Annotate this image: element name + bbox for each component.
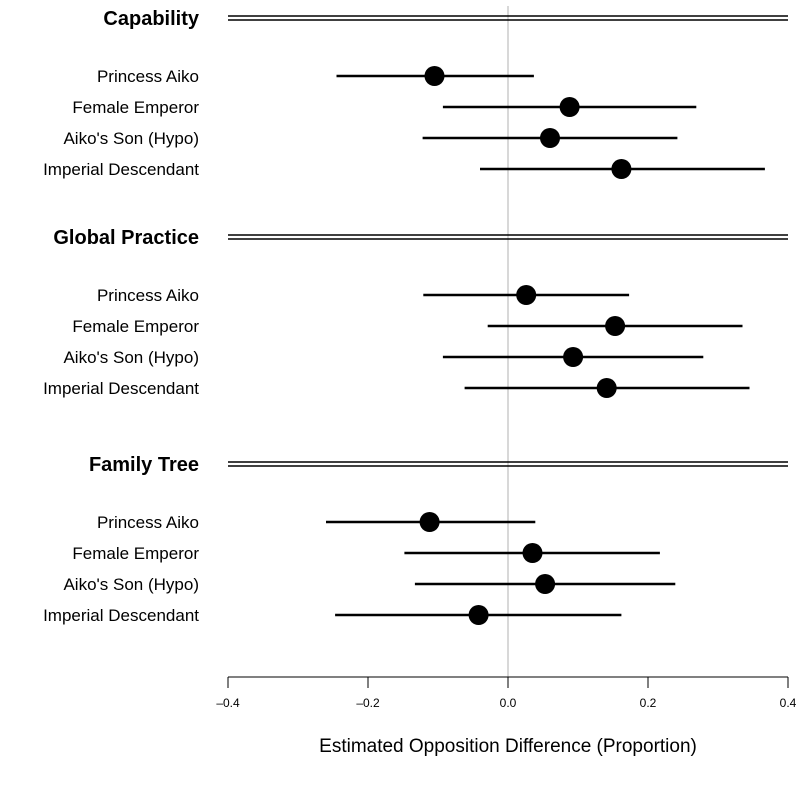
group-title: Global Practice [53, 227, 199, 249]
row-label: Female Emperor [72, 544, 199, 563]
row-label: Imperial Descendant [43, 160, 199, 179]
x-axis-title: Estimated Opposition Difference (Proport… [319, 736, 697, 757]
point-estimate [605, 316, 626, 336]
point-estimate [563, 347, 584, 367]
row-label: Aiko's Son (Hypo) [63, 348, 199, 367]
group-family-tree: Family Tree Princess Aiko Female Emperor Ai… [43, 454, 788, 625]
point-estimate [419, 512, 440, 532]
x-tick-label: 0.4 [780, 696, 797, 710]
point-estimate [424, 66, 445, 86]
group-global-practice: Global Practice Princess Aiko Female Emper… [43, 227, 788, 398]
x-tick-label: –0.4 [216, 696, 240, 710]
group-title: Family Tree [89, 454, 199, 476]
x-axis: –0.4 –0.2 0.0 0.2 0.4 [216, 676, 797, 710]
row-label: Female Emperor [72, 317, 199, 336]
group-title: Capability [103, 8, 199, 30]
row-label: Aiko's Son (Hypo) [63, 129, 199, 148]
row-label: Aiko's Son (Hypo) [63, 575, 199, 594]
point-estimate [522, 543, 543, 563]
x-tick-label: 0.0 [500, 696, 517, 710]
row-label: Imperial Descendant [43, 606, 199, 625]
x-tick-label: 0.2 [640, 696, 657, 710]
point-estimate [596, 378, 617, 398]
x-tick-label: –0.2 [356, 696, 380, 710]
row-label: Princess Aiko [97, 286, 199, 305]
row-label: Female Emperor [72, 98, 199, 117]
group-capability: Capability Princess Aiko Female Emperor Aik… [43, 8, 788, 179]
point-estimate [540, 128, 560, 148]
row-label: Imperial Descendant [43, 379, 199, 398]
point-estimate [468, 605, 489, 625]
row-label: Princess Aiko [97, 67, 199, 86]
point-estimate [559, 97, 580, 117]
point-estimate [516, 285, 537, 305]
point-estimate [611, 159, 632, 179]
row-label: Princess Aiko [97, 513, 199, 532]
point-estimate [535, 574, 556, 594]
